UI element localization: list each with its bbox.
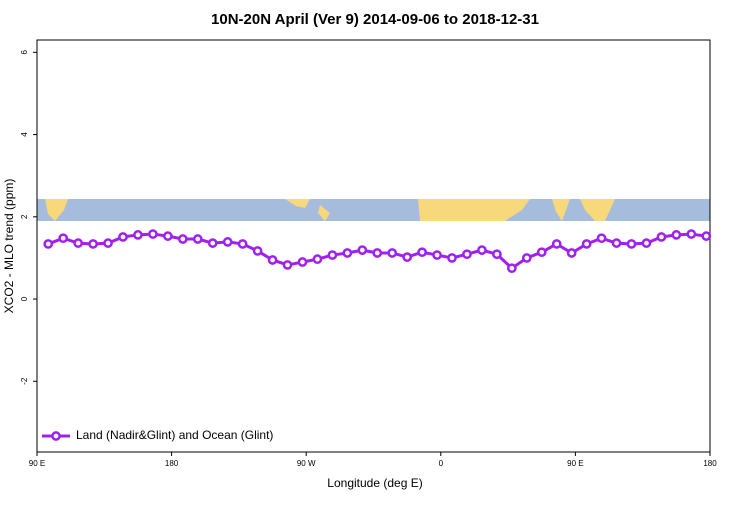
data-point bbox=[626, 239, 637, 249]
x-tick-label: 90 E bbox=[567, 459, 583, 468]
data-point bbox=[327, 250, 338, 260]
map-land bbox=[580, 199, 615, 221]
x-tick-label: 0 bbox=[439, 459, 444, 468]
data-point bbox=[551, 239, 562, 249]
chart-title: 10N-20N April (Ver 9) 2014-09-06 to 2018… bbox=[211, 11, 539, 28]
data-point bbox=[581, 239, 592, 249]
y-tick-label: 0 bbox=[20, 296, 29, 301]
data-point bbox=[222, 237, 233, 247]
x-tick-label: 180 bbox=[703, 459, 717, 468]
legend-label: Land (Nadir&Glint) and Ocean (Glint) bbox=[76, 428, 273, 442]
data-point bbox=[207, 238, 218, 248]
data-point bbox=[312, 254, 323, 265]
map-land bbox=[418, 199, 530, 221]
data-point bbox=[596, 233, 607, 244]
data-point bbox=[177, 234, 188, 244]
data-point bbox=[402, 252, 412, 262]
data-point bbox=[342, 248, 353, 258]
data-point bbox=[103, 238, 113, 248]
data-point bbox=[148, 229, 158, 239]
data-point bbox=[417, 247, 427, 258]
x-tick-label: 180 bbox=[165, 459, 179, 468]
map-land bbox=[45, 199, 68, 221]
data-point bbox=[267, 255, 278, 265]
data-point bbox=[297, 257, 308, 267]
data-point bbox=[192, 234, 203, 244]
data-point bbox=[506, 263, 517, 274]
map-land bbox=[552, 199, 570, 221]
data-point bbox=[477, 245, 487, 255]
y-tick-label: -2 bbox=[20, 377, 29, 385]
data-point bbox=[282, 260, 293, 270]
data-point bbox=[43, 239, 54, 249]
map-land bbox=[285, 199, 310, 208]
data-point bbox=[701, 231, 712, 241]
data-point bbox=[521, 253, 532, 263]
data-point bbox=[73, 238, 83, 248]
data-point bbox=[357, 245, 368, 255]
data-point bbox=[656, 232, 667, 242]
data-point bbox=[447, 253, 457, 263]
data-point bbox=[387, 248, 398, 258]
data-point bbox=[133, 230, 143, 240]
plot-frame bbox=[36, 39, 711, 453]
data-point bbox=[611, 238, 622, 248]
data-point bbox=[462, 249, 472, 260]
map-band bbox=[37, 199, 710, 221]
x-tick-label: 90 E bbox=[29, 459, 45, 468]
map-ocean bbox=[37, 199, 710, 221]
data-point bbox=[252, 246, 263, 256]
data-point bbox=[432, 250, 442, 260]
data-point bbox=[641, 238, 652, 248]
data-point bbox=[536, 247, 547, 258]
y-tick-label: 2 bbox=[20, 214, 29, 219]
data-point bbox=[686, 229, 697, 239]
data-point bbox=[566, 248, 577, 258]
data-point bbox=[118, 232, 128, 242]
legend-marker bbox=[51, 431, 61, 441]
y-axis-label: XCO2 - MLO trend (ppm) bbox=[2, 179, 16, 314]
data-point bbox=[163, 231, 173, 241]
y-tick-label: 6 bbox=[20, 50, 29, 55]
data-point bbox=[372, 248, 383, 258]
data-point bbox=[671, 230, 682, 240]
data-point bbox=[88, 239, 98, 249]
y-tick-label: 4 bbox=[20, 132, 29, 137]
data-point bbox=[492, 249, 502, 260]
x-tick-label: 90 W bbox=[297, 459, 316, 468]
map-land bbox=[318, 205, 330, 221]
data-point bbox=[237, 239, 248, 249]
legend: Land (Nadir&Glint) and Ocean (Glint) bbox=[42, 428, 273, 442]
data-point bbox=[58, 233, 69, 244]
x-axis-label: Longitude (deg E) bbox=[327, 476, 422, 490]
